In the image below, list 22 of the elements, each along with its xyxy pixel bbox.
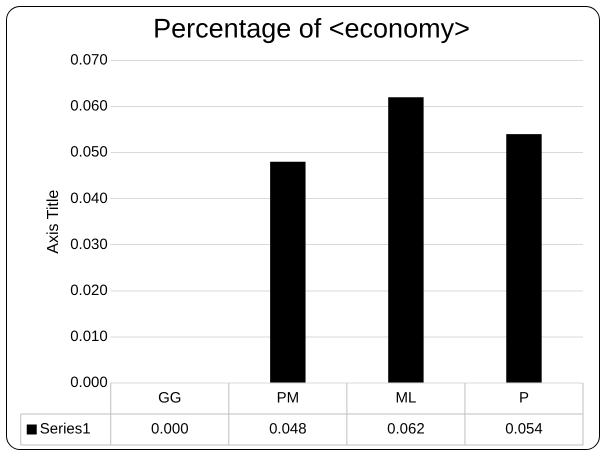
data-label: 0.000 xyxy=(150,420,189,438)
y-axis-title: Axis Title xyxy=(45,190,62,254)
chart-title: Percentage of <economy> xyxy=(153,14,470,44)
bar xyxy=(506,134,542,382)
y-tick-label: 0.010 xyxy=(70,328,108,346)
y-tick-label: 0.020 xyxy=(70,282,108,299)
x-tick-label: GG xyxy=(158,390,182,407)
bar xyxy=(270,162,306,382)
y-tick-label: 0.050 xyxy=(70,144,108,161)
x-tick-label: PM xyxy=(276,390,300,407)
y-tick-label: 0.030 xyxy=(70,236,108,253)
y-tick-label: 0.070 xyxy=(70,52,108,69)
data-label: 0.048 xyxy=(269,420,307,438)
y-tick-label: 0.040 xyxy=(70,190,108,207)
bar xyxy=(388,97,424,382)
y-tick-label: 0.000 xyxy=(70,374,108,392)
x-tick-label: ML xyxy=(395,390,416,407)
y-tick-label: 0.060 xyxy=(70,98,108,115)
legend-label: Series1 xyxy=(40,420,91,438)
x-tick-label: P xyxy=(518,390,529,407)
data-label: 0.062 xyxy=(387,420,425,438)
data-label: 0.054 xyxy=(505,420,543,438)
